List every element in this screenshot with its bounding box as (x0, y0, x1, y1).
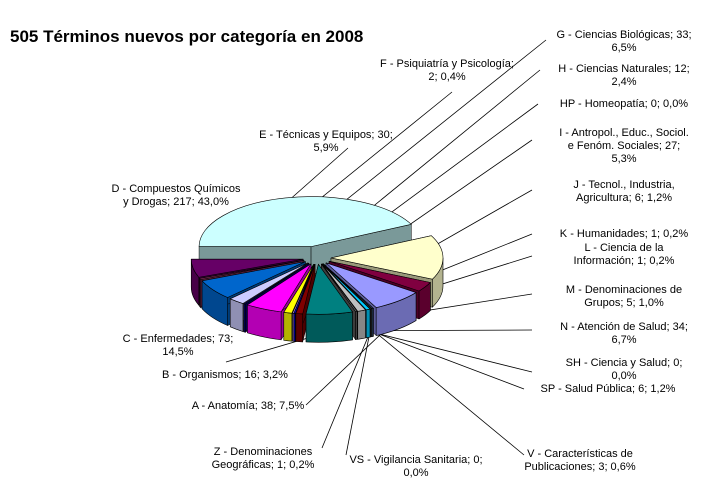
slice-N (305, 263, 354, 315)
slice-label-G: G - Ciencias Biológicas; 33; 6,5% (556, 29, 691, 54)
slice-label-F: F - Psiquiatría y Psicología; 2; 0,4% (380, 58, 514, 83)
leader-line-SH (356, 327, 533, 373)
slice-SH (321, 263, 358, 312)
slice-label-N: N - Atención de Salud; 34; 6,7% (560, 321, 688, 346)
slice-label-I: I - Antropol., Educ., Sociol. e Fenóm. So… (559, 127, 689, 165)
slice-side-SH (355, 311, 358, 340)
slice-D (198, 196, 412, 247)
slice-label-J: J - Tecnol., Industria, Agricultura; 6; 1… (573, 179, 674, 204)
slice-side-M (295, 313, 304, 343)
slice-E (190, 258, 304, 278)
slice-M (295, 264, 316, 315)
slice-V (322, 263, 371, 311)
slice-side-SP (357, 309, 366, 340)
slice-side-Z (371, 307, 374, 337)
slice-label-SH: SH - Ciencia y Salud; 0; 0,0% (566, 357, 683, 382)
slice-side-L (293, 313, 296, 342)
slice-side-H (229, 298, 244, 332)
slice-side-VS (370, 308, 373, 338)
slice-J (283, 263, 315, 314)
slice-side-HP (243, 303, 246, 333)
slice-label-E: E - Técnicas y Equipos; 30; 5,9% (259, 129, 393, 154)
slice-G (201, 261, 306, 298)
slice-K (292, 264, 315, 314)
slice-label-B: B - Organismos; 16; 3,2% (162, 369, 288, 381)
leader-line-Z (321, 325, 374, 449)
slice-SP (321, 263, 367, 312)
slice-label-SP: SP - Salud Pública; 6; 1,2% (541, 383, 676, 395)
chart-title: 505 Términos nuevos por categoría en 200… (10, 27, 363, 46)
pie-tops (190, 196, 444, 315)
slice-label-Z: Z - Denominaciones Geográficas; 1; 0,2% (212, 446, 315, 471)
leader-line-VS (345, 325, 372, 456)
slice-side-J (283, 311, 293, 342)
slice-side-K (292, 312, 295, 342)
slice-I (246, 263, 312, 313)
leader-line-SP (361, 327, 525, 390)
slice-label-M: M - Denominaciones de Grupos; 5; 1,0% (566, 284, 682, 309)
slice-label-V: V - Características de Publicaciones; 3; … (524, 448, 636, 473)
slice-F (199, 260, 305, 280)
slice-C (330, 235, 444, 280)
slice-label-L: L - Ciencia de la Información; 1; 0,2% (574, 242, 675, 267)
slice-side-F (199, 277, 201, 309)
slice-label-A: A - Anatomía; 38; 7,5% (192, 400, 305, 412)
slice-label-HP: HP - Homeopatía; 0; 0,0% (560, 98, 688, 110)
slice-H (229, 262, 309, 304)
slice-label-H: H - Ciencias Naturales; 12; 2,4% (558, 63, 689, 88)
slice-label-K: K - Humanidades; 1; 0,2% (560, 228, 689, 240)
leader-line-V (367, 325, 525, 456)
slice-side-N (305, 311, 353, 343)
slice-HP (243, 262, 310, 305)
slice-side-V (365, 308, 371, 339)
slice-label-D: D - Compuestos Químicos y Drogas; 217; 43… (112, 183, 241, 208)
slice-label-C: C - Enfermedades; 73; 14,5% (123, 333, 234, 358)
slice-A (325, 262, 417, 308)
slice-labels: D - Compuestos Químicos y Drogas; 217; 43… (112, 29, 692, 479)
slice-B (328, 260, 431, 292)
slice-label-VS: VS - Vigilancia Sanitaria; 0; 0,0% (349, 454, 482, 479)
